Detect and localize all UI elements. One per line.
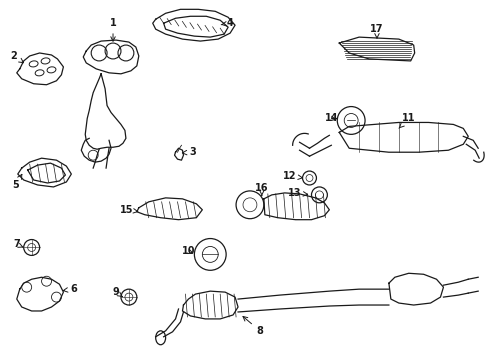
Text: 3: 3 [182,147,195,157]
Text: 1: 1 [109,18,116,41]
Text: 8: 8 [243,316,263,336]
Text: 9: 9 [112,287,122,297]
Text: 13: 13 [287,188,307,198]
Text: 15: 15 [120,205,138,215]
Text: 16: 16 [255,183,268,196]
Text: 17: 17 [369,24,383,38]
Text: 6: 6 [63,284,77,294]
Text: 5: 5 [12,174,22,190]
Text: 10: 10 [182,247,195,256]
Text: 7: 7 [13,239,23,249]
Text: 2: 2 [10,51,23,63]
Text: 4: 4 [221,18,233,28]
Text: 12: 12 [283,171,302,181]
Text: 11: 11 [398,113,415,128]
Text: 14: 14 [324,113,337,123]
